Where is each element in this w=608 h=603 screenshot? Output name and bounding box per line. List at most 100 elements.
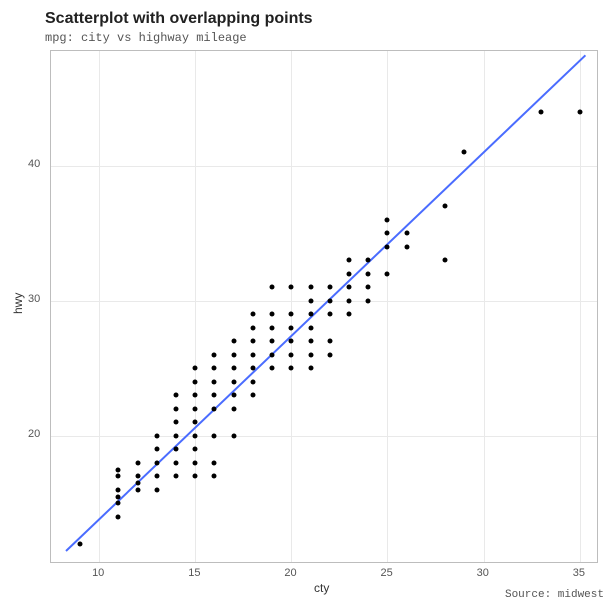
data-point — [116, 501, 121, 506]
gridline-h — [51, 436, 597, 437]
y-tick-label: 30 — [28, 293, 40, 305]
data-point — [404, 244, 409, 249]
data-point — [347, 312, 352, 317]
data-point — [212, 393, 217, 398]
data-point — [193, 460, 198, 465]
data-point — [250, 379, 255, 384]
data-point — [154, 433, 159, 438]
data-point — [308, 339, 313, 344]
data-point — [231, 393, 236, 398]
data-point — [154, 460, 159, 465]
data-point — [308, 366, 313, 371]
data-point — [231, 352, 236, 357]
data-point — [193, 474, 198, 479]
x-tick-label: 20 — [284, 567, 296, 579]
data-point — [193, 433, 198, 438]
data-point — [173, 393, 178, 398]
gridline-v — [291, 51, 292, 562]
data-point — [173, 420, 178, 425]
data-point — [289, 352, 294, 357]
data-point — [116, 467, 121, 472]
chart-title: Scatterplot with overlapping points — [45, 10, 313, 28]
trend-line — [66, 54, 587, 551]
chart-subtitle: mpg: city vs highway mileage — [45, 31, 247, 45]
data-point — [231, 406, 236, 411]
y-axis-label: hwy — [11, 294, 25, 314]
data-point — [173, 474, 178, 479]
data-point — [173, 433, 178, 438]
data-point — [250, 339, 255, 344]
y-tick-label: 20 — [28, 428, 40, 440]
data-point — [327, 285, 332, 290]
data-point — [250, 325, 255, 330]
data-point — [193, 393, 198, 398]
data-point — [193, 366, 198, 371]
data-point — [289, 312, 294, 317]
data-point — [173, 447, 178, 452]
data-point — [327, 298, 332, 303]
data-point — [289, 325, 294, 330]
chart-caption: Source: midwest — [505, 589, 604, 601]
data-point — [154, 447, 159, 452]
x-tick-label: 35 — [573, 567, 585, 579]
data-point — [173, 460, 178, 465]
data-point — [193, 406, 198, 411]
data-point — [154, 474, 159, 479]
gridline-v — [580, 51, 581, 562]
gridline-v — [99, 51, 100, 562]
data-point — [385, 217, 390, 222]
data-point — [385, 244, 390, 249]
data-point — [443, 204, 448, 209]
chart-container: Scatterplot with overlapping points mpg:… — [0, 0, 608, 603]
data-point — [193, 447, 198, 452]
data-point — [135, 481, 140, 486]
data-point — [385, 231, 390, 236]
data-point — [308, 352, 313, 357]
data-point — [212, 474, 217, 479]
data-point — [577, 109, 582, 114]
data-point — [231, 433, 236, 438]
data-point — [135, 460, 140, 465]
data-point — [347, 271, 352, 276]
data-point — [212, 379, 217, 384]
plot-area — [50, 50, 598, 563]
data-point — [270, 312, 275, 317]
data-point — [327, 339, 332, 344]
data-point — [404, 231, 409, 236]
data-point — [366, 285, 371, 290]
data-point — [250, 366, 255, 371]
data-point — [212, 366, 217, 371]
x-tick-label: 10 — [92, 567, 104, 579]
data-point — [154, 487, 159, 492]
data-point — [327, 352, 332, 357]
data-point — [116, 474, 121, 479]
data-point — [462, 150, 467, 155]
data-point — [308, 298, 313, 303]
data-point — [289, 285, 294, 290]
data-point — [289, 339, 294, 344]
gridline-v — [484, 51, 485, 562]
data-point — [366, 271, 371, 276]
x-axis-label: cty — [314, 581, 329, 595]
data-point — [212, 406, 217, 411]
data-point — [443, 258, 448, 263]
gridline-v — [195, 51, 196, 562]
data-point — [308, 312, 313, 317]
y-tick-label: 40 — [28, 158, 40, 170]
data-point — [212, 433, 217, 438]
data-point — [193, 379, 198, 384]
data-point — [173, 406, 178, 411]
data-point — [116, 514, 121, 519]
x-tick-label: 15 — [188, 567, 200, 579]
data-point — [270, 366, 275, 371]
data-point — [212, 460, 217, 465]
data-point — [135, 487, 140, 492]
data-point — [250, 393, 255, 398]
data-point — [193, 420, 198, 425]
data-point — [539, 109, 544, 114]
data-point — [212, 352, 217, 357]
data-point — [347, 285, 352, 290]
data-point — [347, 298, 352, 303]
x-tick-label: 25 — [380, 567, 392, 579]
gridline-v — [387, 51, 388, 562]
